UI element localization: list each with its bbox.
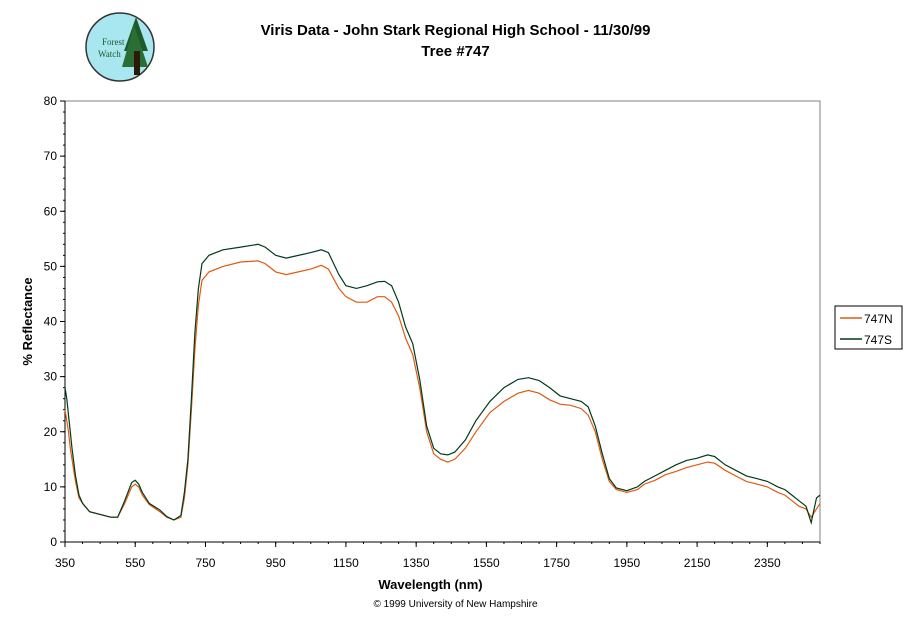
copyright-footer: © 1999 University of New Hampshire (373, 599, 538, 610)
x-tick-label: 1950 (614, 556, 641, 570)
x-tick-label: 1550 (473, 556, 500, 570)
x-tick-label: 1150 (333, 556, 359, 570)
x-axis-label: Wavelength (nm) (378, 577, 482, 592)
y-tick-label: 80 (44, 94, 58, 108)
chart-subtitle: Tree #747 (421, 43, 490, 60)
forest-watch-logo-icon: Forest Watch (85, 12, 155, 82)
x-tick-label: 350 (55, 556, 75, 570)
series-line-747N (64, 260, 821, 521)
y-tick-label: 20 (44, 425, 58, 439)
x-tick-label: 2150 (684, 556, 711, 570)
x-tick-label: 750 (195, 556, 215, 570)
chart-axes: 0 10 20 30 40 50 60 70 80 350 550 750 950 1150 1350 155… (20, 94, 821, 592)
chart-title: Viris Data - John Stark Regional High Sc… (260, 22, 651, 39)
plot-area-frame (64, 100, 821, 543)
y-tick-label: 50 (44, 259, 58, 273)
y-tick-label: 40 (44, 315, 58, 329)
y-tick-label: 10 (44, 480, 58, 494)
chart-series (64, 243, 821, 526)
legend-label-747N: 747N (864, 312, 893, 326)
x-tick-label: 1350 (403, 556, 430, 570)
x-tick-label: 950 (266, 556, 286, 570)
y-tick-label: 60 (44, 204, 58, 218)
y-tick-label: 70 (44, 149, 58, 163)
y-axis-label: % Reflectance (20, 277, 35, 365)
y-tick-label: 0 (50, 535, 57, 549)
x-tick-label: 1750 (543, 556, 570, 570)
logo-text-watch: Watch (98, 49, 121, 59)
x-tick-label: 2350 (754, 556, 781, 570)
logo-text-forest: Forest (102, 37, 125, 47)
legend-label-747S: 747S (864, 333, 892, 347)
chart-legend: 747N 747S (834, 305, 903, 350)
x-tick-label: 550 (125, 556, 145, 570)
series-line-747S (64, 243, 821, 526)
forest-watch-logo: Forest Watch (84, 11, 156, 83)
legend-box (834, 305, 903, 350)
y-tick-label: 30 (44, 370, 58, 384)
